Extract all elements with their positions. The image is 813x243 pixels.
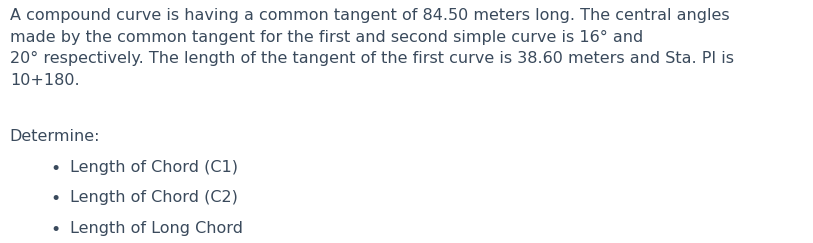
Text: Length of Long Chord: Length of Long Chord bbox=[70, 221, 243, 236]
Text: A compound curve is having a common tangent of 84.50 meters long. The central an: A compound curve is having a common tang… bbox=[10, 8, 734, 88]
Text: Length of Chord (C2): Length of Chord (C2) bbox=[70, 190, 238, 205]
Text: •: • bbox=[50, 190, 61, 208]
Text: Length of Chord (C1): Length of Chord (C1) bbox=[70, 159, 238, 174]
Text: •: • bbox=[50, 221, 61, 239]
Text: •: • bbox=[50, 159, 61, 177]
Text: Determine:: Determine: bbox=[10, 129, 100, 144]
